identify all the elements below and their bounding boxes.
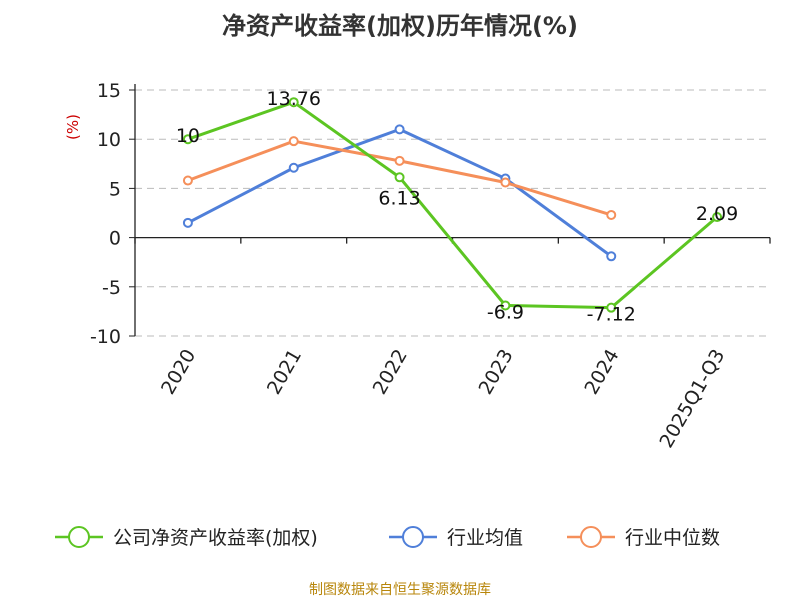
data-point-industry-avg: [182, 217, 193, 228]
series-line-company: [187, 100, 719, 310]
y-tick-label: -5: [102, 277, 121, 299]
series: [182, 97, 723, 313]
legend-label-industry-median: 行业中位数: [625, 527, 720, 549]
data-label-company: -6.9: [487, 301, 524, 323]
x-tick-label: 2020: [157, 346, 200, 399]
data-point-industry-avg: [288, 162, 299, 173]
data-labels: 10 13.76 6.13 -6.9 -7.12 2.09: [176, 88, 738, 325]
data-point-company: [500, 300, 511, 311]
data-point-industry-avg: [394, 124, 405, 135]
data-point-industry-median: [288, 136, 299, 147]
x-tick-label: 2021: [263, 346, 306, 399]
legend-marker-industry-median: [580, 526, 602, 548]
x-tick-label: 2023: [475, 346, 518, 399]
legend-label-industry-avg: 行业均值: [447, 527, 523, 549]
data-point-industry-median: [500, 177, 511, 188]
data-point-company: [394, 172, 405, 183]
data-label-company: 13.76: [267, 88, 321, 110]
y-tick-label: 0: [109, 228, 121, 250]
data-label-company: 10: [176, 125, 200, 147]
data-point-industry-median: [182, 175, 193, 186]
data-point-company: [288, 97, 299, 108]
legend-marker-company: [68, 526, 90, 548]
data-label-company: -7.12: [587, 304, 636, 326]
legend-marker-industry-avg: [402, 526, 424, 548]
y-tick-label: -10: [90, 326, 121, 348]
y-tick-label: 10: [97, 129, 121, 151]
data-point-company: [712, 212, 723, 223]
legend-label-company: 公司净资产收益率(加权): [113, 527, 318, 549]
legend: 公司净资产收益率(加权) 行业均值 行业中位数: [55, 526, 720, 549]
y-tick-label: 15: [97, 80, 121, 102]
data-point-industry-avg: [606, 251, 617, 262]
data-label-company: 6.13: [378, 187, 420, 209]
data-point-company: [606, 302, 617, 313]
x-tick-label: 2024: [580, 346, 623, 399]
data-point-industry-median: [394, 155, 405, 166]
y-axis-label: (%): [64, 114, 82, 140]
chart-title: 净资产收益率(加权)历年情况(%): [222, 12, 578, 40]
x-tick-label: 2025Q1-Q3: [655, 346, 729, 452]
grid: [135, 89, 770, 337]
x-tick-label: 2022: [369, 346, 412, 399]
data-source: 制图数据来自恒生聚源数据库: [309, 582, 491, 598]
y-tick-label: 5: [109, 178, 121, 200]
data-label-company: 2.09: [696, 203, 738, 225]
data-point-industry-median: [606, 209, 617, 220]
data-point-company: [182, 134, 193, 145]
